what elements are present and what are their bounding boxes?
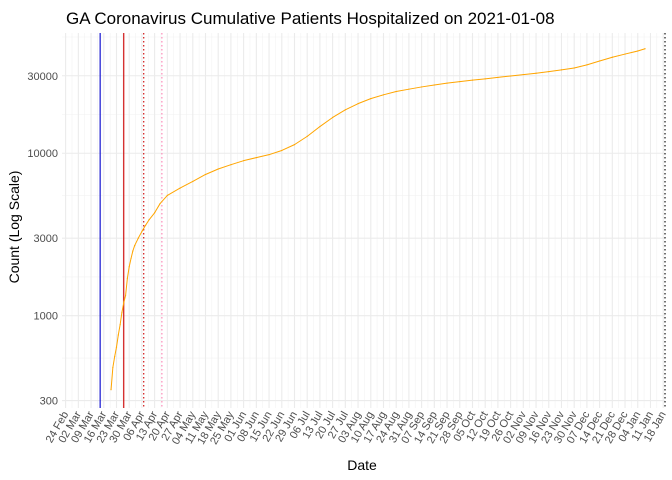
- data-point: [137, 237, 139, 239]
- data-point: [128, 266, 130, 268]
- data-point: [471, 79, 474, 81]
- data-point: [586, 64, 588, 66]
- data-point: [130, 257, 132, 260]
- data-point: [370, 97, 372, 100]
- data-point: [144, 224, 147, 226]
- data-point: [306, 135, 308, 137]
- data-point: [637, 50, 639, 52]
- data-point: [522, 73, 524, 76]
- grid-minor-vertical: [71, 33, 658, 408]
- data-point: [154, 212, 156, 214]
- grid-minor-horizontal: [62, 36, 665, 359]
- data-point: [459, 81, 461, 83]
- data-point: [644, 48, 646, 50]
- grid-major-vertical: [65, 33, 664, 408]
- data-point: [121, 311, 123, 313]
- data-point: [115, 346, 118, 348]
- series-layer: [110, 48, 646, 391]
- data-point: [548, 71, 550, 73]
- data-point: [395, 90, 397, 93]
- data-point: [484, 78, 486, 80]
- data-point: [134, 244, 136, 247]
- data-point: [421, 86, 423, 88]
- grid-major-horizontal: [62, 75, 665, 402]
- data-point: [159, 202, 161, 205]
- data-point: [497, 76, 499, 79]
- data-point: [132, 250, 134, 252]
- data-point: [281, 149, 283, 152]
- data-point: [319, 125, 321, 128]
- y-tick-label: 3000: [34, 233, 58, 245]
- data-point: [560, 69, 563, 71]
- y-tick-label: 300: [40, 396, 58, 408]
- data-point: [599, 60, 601, 62]
- reference-lines: [99, 33, 666, 408]
- y-axis-ticks: 300 1000 3000 10000 30000: [27, 71, 58, 408]
- data-point: [112, 366, 114, 369]
- data-point: [535, 72, 537, 74]
- data-point: [611, 56, 613, 58]
- data-point: [433, 84, 435, 86]
- data-point: [268, 154, 270, 156]
- y-tick-label: 30000: [27, 71, 58, 83]
- y-tick-label: 1000: [34, 311, 58, 323]
- data-point: [357, 103, 359, 105]
- data-point: [408, 88, 410, 90]
- data-point: [126, 277, 128, 279]
- data-point: [124, 294, 127, 297]
- data-point: [141, 230, 143, 233]
- data-point: [344, 109, 346, 111]
- data-point: [217, 168, 219, 170]
- data-point: [119, 324, 121, 326]
- data-point: [382, 94, 385, 96]
- data-point: [204, 173, 207, 176]
- data-point: [243, 160, 245, 162]
- data-point: [192, 180, 194, 183]
- y-tick-label: 10000: [27, 148, 58, 160]
- data-point: [293, 144, 296, 146]
- data-point: [114, 355, 116, 358]
- chart-title: GA Coronavirus Cumulative Patients Hospi…: [66, 9, 555, 28]
- data-point: [332, 116, 334, 119]
- data-point: [255, 157, 257, 159]
- data-point: [624, 53, 626, 55]
- y-axis-title: Count (Log Scale): [6, 171, 22, 284]
- data-point: [148, 219, 150, 221]
- data-point: [230, 164, 232, 166]
- data-point: [166, 194, 168, 197]
- data-point: [179, 187, 181, 189]
- x-axis-title: Date: [347, 457, 377, 473]
- data-point: [446, 82, 448, 84]
- data-point: [123, 302, 125, 304]
- data-point: [573, 67, 575, 69]
- data-point: [117, 334, 119, 336]
- data-point: [110, 389, 112, 391]
- data-point: [510, 75, 512, 77]
